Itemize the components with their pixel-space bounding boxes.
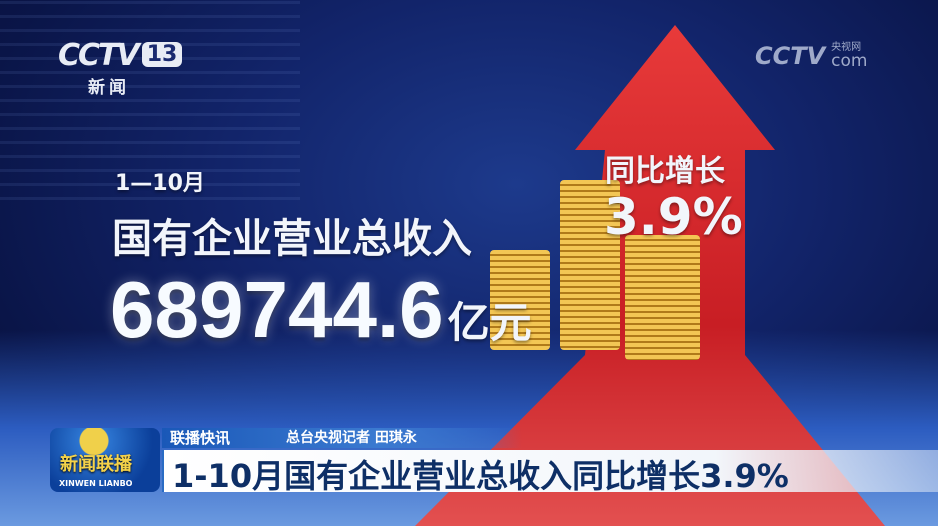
program-name-en: XINWEN LIANBO [59, 479, 133, 488]
coin-stack [490, 250, 550, 350]
growth-label: 同比增长 [605, 154, 725, 189]
background-lines [0, 0, 300, 200]
coin-stack [625, 235, 700, 360]
lower-third: 新闻联播 XINWEN LIANBO 联播快讯 总台央视记者 田琪永 1-10月… [50, 428, 938, 500]
headline-text: 1-10月国有企业营业总收入同比增长3.9% [172, 457, 789, 495]
growth-value: 3.9% [604, 188, 743, 246]
metric-value: 689744.6 [110, 265, 444, 354]
segment-bar: 联播快讯 总台央视记者 田琪永 [162, 428, 522, 448]
coin-stack [560, 180, 620, 350]
xinwen-lianbo-badge: 新闻联播 XINWEN LIANBO [50, 428, 160, 492]
watermark-brand: CCTV [755, 42, 826, 70]
period-label: 1—10月 [115, 171, 205, 196]
segment-label: 联播快讯 [170, 429, 231, 447]
watermark-suffix: com [831, 50, 868, 71]
metric-unit: 亿元 [447, 298, 532, 347]
watermark-cn: 央视网 [831, 41, 862, 53]
logo-number: 13 [141, 42, 183, 67]
logo-name: 新闻 [88, 78, 130, 98]
cctv13-logo: CCTV 13 新闻 [58, 38, 183, 98]
metric-label: 国有企业营业总收入 [112, 216, 472, 262]
program-name-cn: 新闻联播 [60, 454, 132, 475]
reporter-credit: 总台央视记者 田琪永 [286, 430, 417, 446]
logo-brand: CCTV [58, 38, 140, 73]
watermark-suffix-group: 央视网 com [831, 41, 868, 71]
metric-value-row: 689744.6 亿元 [110, 262, 532, 358]
cctv-com-watermark: CCTV 央视网 com [755, 42, 867, 70]
headline-bar: 1-10月国有企业营业总收入同比增长3.9% [162, 450, 938, 495]
